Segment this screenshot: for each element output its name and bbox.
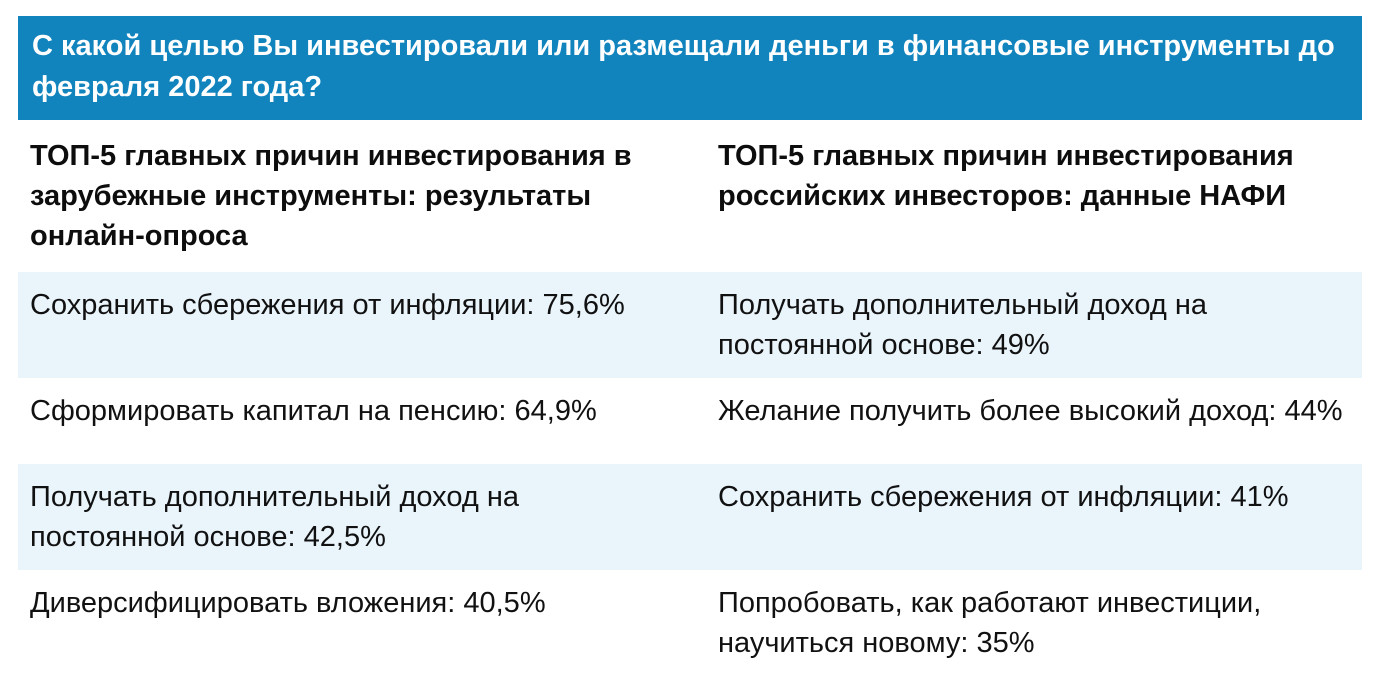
question-title: С какой целью Вы инвестировали или разме… bbox=[32, 30, 1335, 103]
table-row: Получать дополнительный доход на постоян… bbox=[18, 464, 1362, 570]
row-cell-left: Получать дополнительный доход на постоян… bbox=[30, 481, 519, 553]
question-banner: С какой целью Вы инвестировали или разме… bbox=[18, 16, 1362, 120]
row-cell-left: Сохранить сбережения от инфляции: 75,6% bbox=[30, 289, 625, 321]
column-header-foreign-instruments: ТОП-5 главных причин инвестирования в за… bbox=[30, 140, 632, 252]
table-row: Сформировать капитал на пенсию: 64,9% Же… bbox=[18, 378, 1362, 464]
row-cell-right: Сохранить сбережения от инфляции: 41% bbox=[718, 481, 1289, 513]
table-header-row: ТОП-5 главных причин инвестирования в за… bbox=[18, 120, 1362, 272]
table-row: Диверсифицировать вложения: 40,5% Попроб… bbox=[18, 570, 1362, 676]
row-cell-right: Желание получить более высокий доход: 44… bbox=[718, 395, 1343, 427]
reasons-comparison-table: ТОП-5 главных причин инвестирования в за… bbox=[18, 120, 1362, 676]
column-header-russian-investors: ТОП-5 главных причин инвестирования росс… bbox=[718, 140, 1294, 212]
row-cell-left: Сформировать капитал на пенсию: 64,9% bbox=[30, 395, 597, 427]
row-cell-right: Получать дополнительный доход на постоян… bbox=[718, 289, 1207, 361]
table-row: Сохранить сбережения от инфляции: 75,6% … bbox=[18, 272, 1362, 378]
row-cell-left: Диверсифицировать вложения: 40,5% bbox=[30, 587, 546, 619]
row-cell-right: Попробовать, как работают инвестиции, на… bbox=[718, 587, 1262, 659]
